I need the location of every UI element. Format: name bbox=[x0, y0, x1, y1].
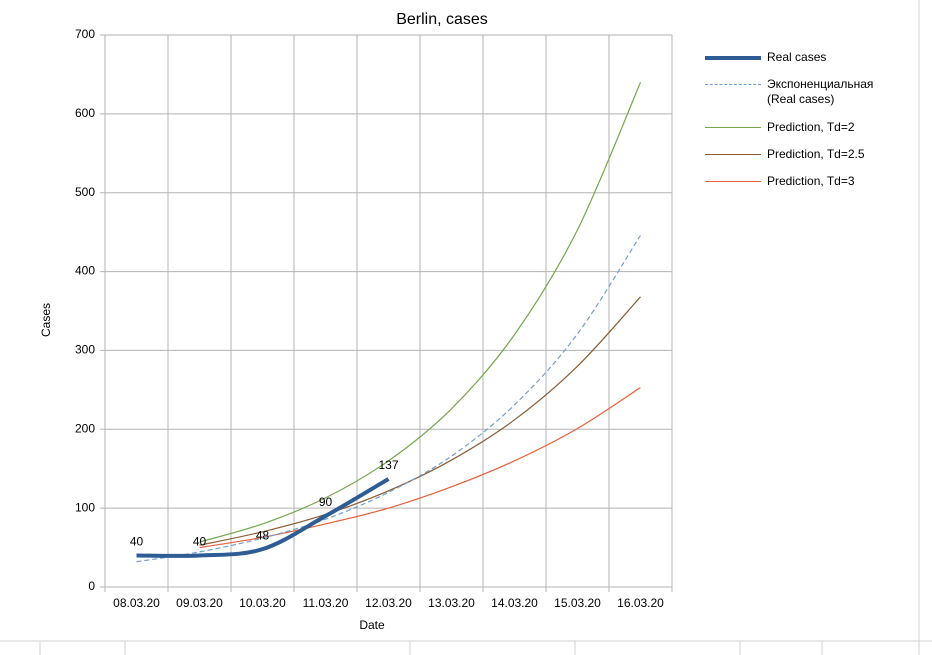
data-label: 90 bbox=[319, 495, 333, 509]
y-axis-title: Cases bbox=[39, 303, 53, 337]
y-tick-label: 200 bbox=[75, 421, 95, 435]
y-tick-label: 300 bbox=[75, 343, 95, 357]
legend-label: Prediction, Td=2 bbox=[767, 120, 855, 134]
legend-entry: Экспоненциальная (Real cases) bbox=[705, 77, 887, 107]
x-tick-label: 11.03.20 bbox=[303, 596, 349, 610]
y-tick-label: 100 bbox=[75, 500, 95, 514]
x-tick-label: 09.03.20 bbox=[176, 596, 223, 610]
legend-swatch bbox=[705, 154, 761, 155]
data-label: 40 bbox=[193, 535, 207, 549]
x-tick-label: 13.03.20 bbox=[428, 596, 475, 610]
x-tick-label: 14.03.20 bbox=[491, 596, 538, 610]
series-line bbox=[199, 296, 641, 546]
x-tick-label: 15.03.20 bbox=[554, 596, 601, 610]
y-tick-label: 700 bbox=[75, 27, 95, 41]
x-tick-label: 10.03.20 bbox=[239, 596, 286, 610]
y-tick-label: 0 bbox=[88, 579, 95, 593]
series-line bbox=[136, 477, 390, 558]
legend-swatch bbox=[705, 84, 761, 85]
data-label: 40 bbox=[130, 535, 144, 549]
y-tick-label: 600 bbox=[75, 106, 95, 120]
y-tick-label: 400 bbox=[75, 264, 95, 278]
chart-title: Berlin, cases bbox=[396, 11, 488, 28]
legend-label: Real cases bbox=[767, 50, 827, 64]
legend-swatch bbox=[705, 181, 761, 182]
legend-label: Экспоненциальная (Real cases) bbox=[767, 77, 874, 106]
series-line bbox=[199, 82, 642, 543]
legend-label: Prediction, Td=2.5 bbox=[767, 147, 865, 161]
x-tick-label: 12.03.20 bbox=[365, 596, 412, 610]
legend-label: Prediction, Td=3 bbox=[767, 174, 855, 188]
data-label: 137 bbox=[378, 458, 398, 472]
legend-swatch bbox=[705, 56, 761, 60]
data-label: 48 bbox=[256, 528, 270, 542]
legend-entry: Real cases bbox=[705, 50, 887, 65]
series-line bbox=[136, 234, 642, 563]
legend-entry: Prediction, Td=2.5 bbox=[705, 147, 887, 162]
legend-entry: Prediction, Td=3 bbox=[705, 174, 887, 189]
legend-entry: Prediction, Td=2 bbox=[705, 120, 887, 135]
x-tick-label: 08.03.20 bbox=[113, 596, 160, 610]
legend-swatch bbox=[705, 127, 761, 128]
x-axis-title: Date bbox=[359, 618, 385, 632]
x-tick-label: 16.03.20 bbox=[617, 596, 664, 610]
y-tick-label: 500 bbox=[75, 185, 95, 199]
